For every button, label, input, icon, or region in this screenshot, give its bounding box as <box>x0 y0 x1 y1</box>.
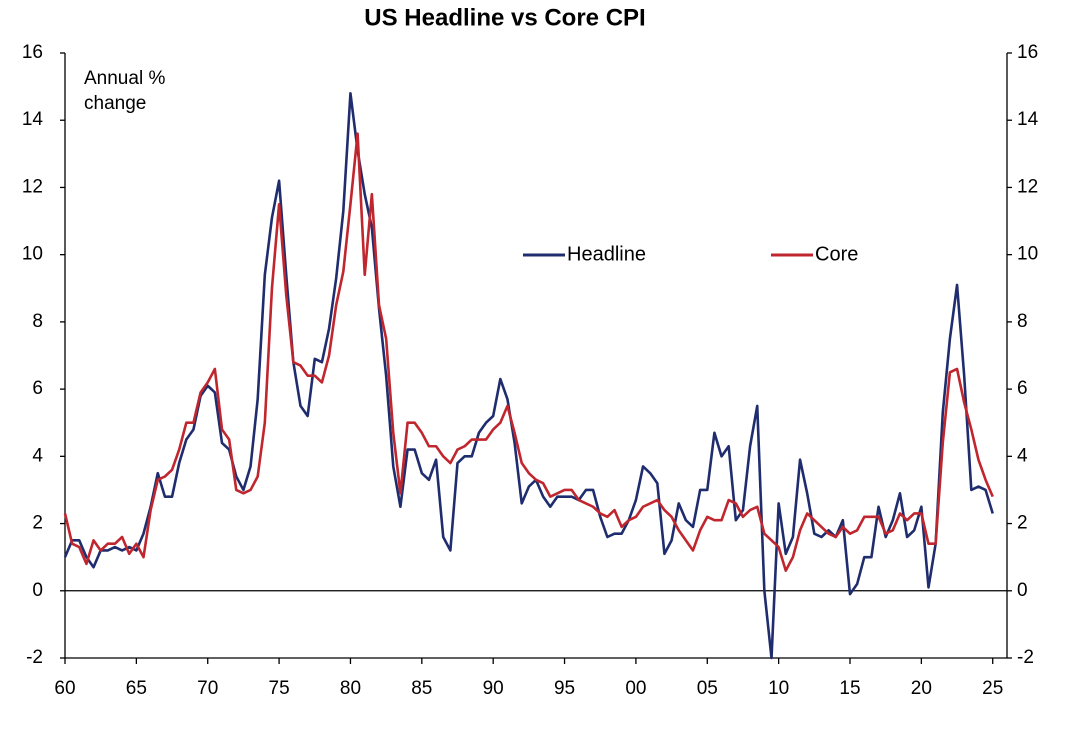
y2-tick-label: 2 <box>1017 513 1028 534</box>
legend-label: Core <box>815 243 858 265</box>
x-tick-label: 05 <box>697 678 718 699</box>
y-tick-label: 8 <box>32 311 43 332</box>
y2-tick-label: 0 <box>1017 580 1028 601</box>
x-tick-label: 85 <box>411 678 432 699</box>
y2-tick-label: 16 <box>1017 42 1038 63</box>
x-tick-label: 60 <box>54 678 75 699</box>
y-tick-label: 0 <box>32 580 43 601</box>
y2-tick-label: 12 <box>1017 176 1038 197</box>
y-tick-label: 4 <box>32 445 43 466</box>
y-tick-label: 2 <box>32 513 43 534</box>
y2-tick-label: 6 <box>1017 378 1028 399</box>
y-tick-label: -2 <box>26 647 43 668</box>
y2-tick-label: 10 <box>1017 244 1038 265</box>
y-tick-label: 6 <box>32 378 43 399</box>
x-tick-label: 70 <box>197 678 218 699</box>
y2-tick-label: 4 <box>1017 445 1028 466</box>
x-tick-label: 10 <box>768 678 789 699</box>
y-tick-label: 16 <box>22 42 43 63</box>
y-tick-label: 14 <box>22 109 44 130</box>
y-tick-label: 10 <box>22 244 43 265</box>
x-tick-label: 75 <box>269 678 290 699</box>
y2-tick-label: -2 <box>1017 647 1034 668</box>
x-tick-label: 00 <box>625 678 646 699</box>
series-line <box>63 132 994 572</box>
x-tick-label: 20 <box>911 678 932 699</box>
y2-tick-label: 8 <box>1017 311 1028 332</box>
x-tick-label: 80 <box>340 678 361 699</box>
series-line <box>63 92 994 660</box>
y-tick-label: 12 <box>22 176 43 197</box>
axis-annotation: Annual % change <box>84 68 166 114</box>
x-tick-label: 25 <box>982 678 1003 699</box>
chart-title: US Headline vs Core CPI <box>364 4 645 31</box>
legend-label: Headline <box>567 243 646 265</box>
x-tick-label: 15 <box>839 678 860 699</box>
x-tick-label: 95 <box>554 678 575 699</box>
y2-tick-label: 14 <box>1017 109 1039 130</box>
x-tick-label: 65 <box>126 678 147 699</box>
x-tick-label: 90 <box>483 678 504 699</box>
